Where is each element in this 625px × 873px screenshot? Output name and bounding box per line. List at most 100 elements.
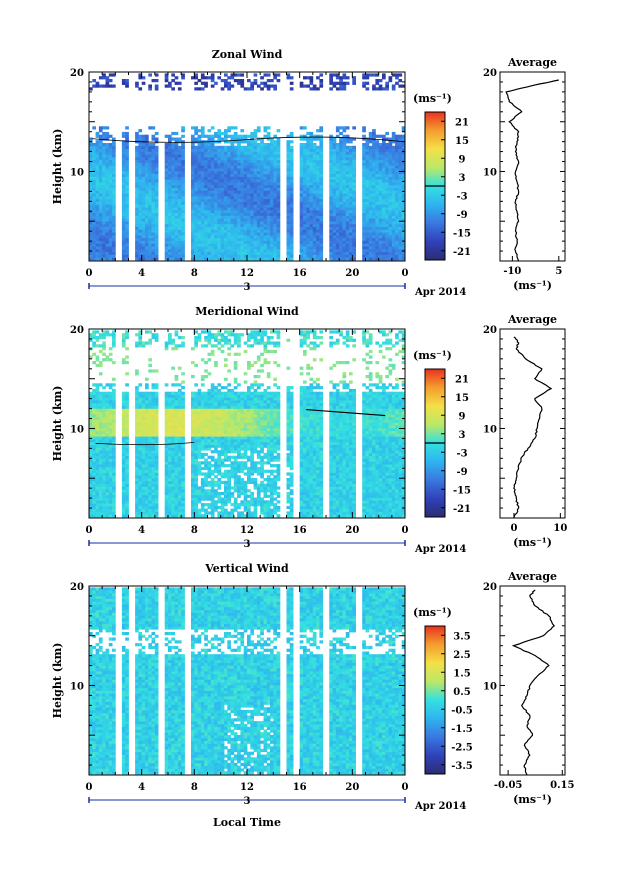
heatmap-cell [362,182,366,186]
heatmap-cell [168,237,172,241]
heatmap-cell [204,246,208,250]
heatmap-cell [138,500,143,504]
heatmap-cell [253,198,258,202]
heatmap-cell [342,143,347,147]
heatmap-cell [125,195,129,200]
heatmap-cell [204,193,208,197]
heatmap-cell [204,201,208,205]
heatmap-cell [135,514,139,518]
heatmap-cell [154,184,159,188]
heatmap-cell [368,212,373,216]
heatmap-cell [210,209,215,214]
heatmap-cell [368,209,373,214]
heatmap-cell [171,469,175,473]
heatmap-cell [329,140,333,144]
heatmap-cell [138,505,143,510]
heatmap-cell [345,162,350,166]
heatmap-cell [306,76,310,80]
heatmap-cell [276,215,281,219]
heatmap-cell [372,134,376,138]
heatmap-cell [375,251,380,255]
heatmap-cell [204,195,208,200]
heatmap-cell [362,254,366,258]
heatmap-cell [95,198,100,202]
heatmap-cell [108,439,113,443]
heatmap-cell [145,159,149,163]
heatmap-cell [273,237,277,241]
heatmap-cell [207,195,212,200]
heatmap-cell [200,73,205,77]
heatmap-cell [362,173,366,177]
heatmap-cell [306,251,310,255]
heatmap-cell [276,226,281,230]
heatmap-cell [141,480,146,484]
heatmap-cell [306,240,310,244]
heatmap-cell [395,251,399,255]
heatmap-cell [141,240,146,244]
heatmap-cell [164,248,169,253]
heatmap-cell [247,232,251,236]
heatmap-cell [250,257,254,261]
heatmap-cell [95,212,100,216]
heatmap-cell [312,170,317,175]
heatmap-cell [92,162,96,166]
heatmap-cell [135,439,139,443]
heatmap-cell [154,140,159,144]
heatmap-cell [345,151,350,155]
heatmap-cell [92,402,96,406]
heatmap-cell [148,168,152,172]
heatmap-cell [138,204,143,208]
heatmap-cell [266,187,271,191]
heatmap-cell [286,176,291,180]
heatmap-cell [105,168,110,172]
heatmap-cell [273,248,277,253]
heatmap-cell [335,151,340,155]
heatmap-cell [273,243,277,247]
heatmap-cell [125,131,129,136]
heatmap-cell [92,341,96,345]
heatmap-cell [151,143,156,147]
heatmap-cell [102,134,106,138]
heatmap-cell [138,444,143,448]
heatmap-cell [401,195,406,200]
heatmap-cell [95,425,100,429]
heatmap-cell [89,207,93,211]
heatmap-cell [270,229,274,233]
heatmap-cell [253,159,258,163]
heatmap-cell [365,243,370,247]
heatmap-cell [204,243,208,247]
heatmap-cell [214,145,218,149]
heatmap-cell [247,170,251,175]
heatmap-cell [141,419,146,423]
x-tick-label: 0 [86,268,93,279]
heatmap-cell [171,165,175,169]
heatmap-cell [372,145,376,149]
heatmap-cell [335,154,340,158]
heatmap-cell [312,182,317,186]
heatmap-cell [151,369,156,373]
heatmap-cell [299,182,304,186]
heatmap-cell [382,182,386,186]
heatmap-cell [253,79,258,83]
heatmap-cell [335,195,340,200]
heatmap-cell [92,201,96,205]
heatmap-cell [253,215,258,219]
heatmap-cell [177,154,182,158]
heatmap-cell [141,165,146,169]
heatmap-cell [141,190,146,194]
heatmap-cell [250,207,254,211]
heatmap-cell [273,232,277,236]
heatmap-cell [273,223,277,227]
heatmap-cell [210,76,215,80]
heatmap-cell [138,246,143,250]
heatmap-cell [138,229,143,233]
heatmap-cell [276,237,281,241]
heatmap-cell [362,212,366,216]
heatmap-cell [214,212,218,216]
heatmap-cell [125,478,129,482]
heatmap-cell [145,193,149,197]
heatmap-cell [253,182,258,186]
heatmap-cell [148,187,152,191]
heatmap-cell [345,165,350,169]
heatmap-cell [95,511,100,515]
